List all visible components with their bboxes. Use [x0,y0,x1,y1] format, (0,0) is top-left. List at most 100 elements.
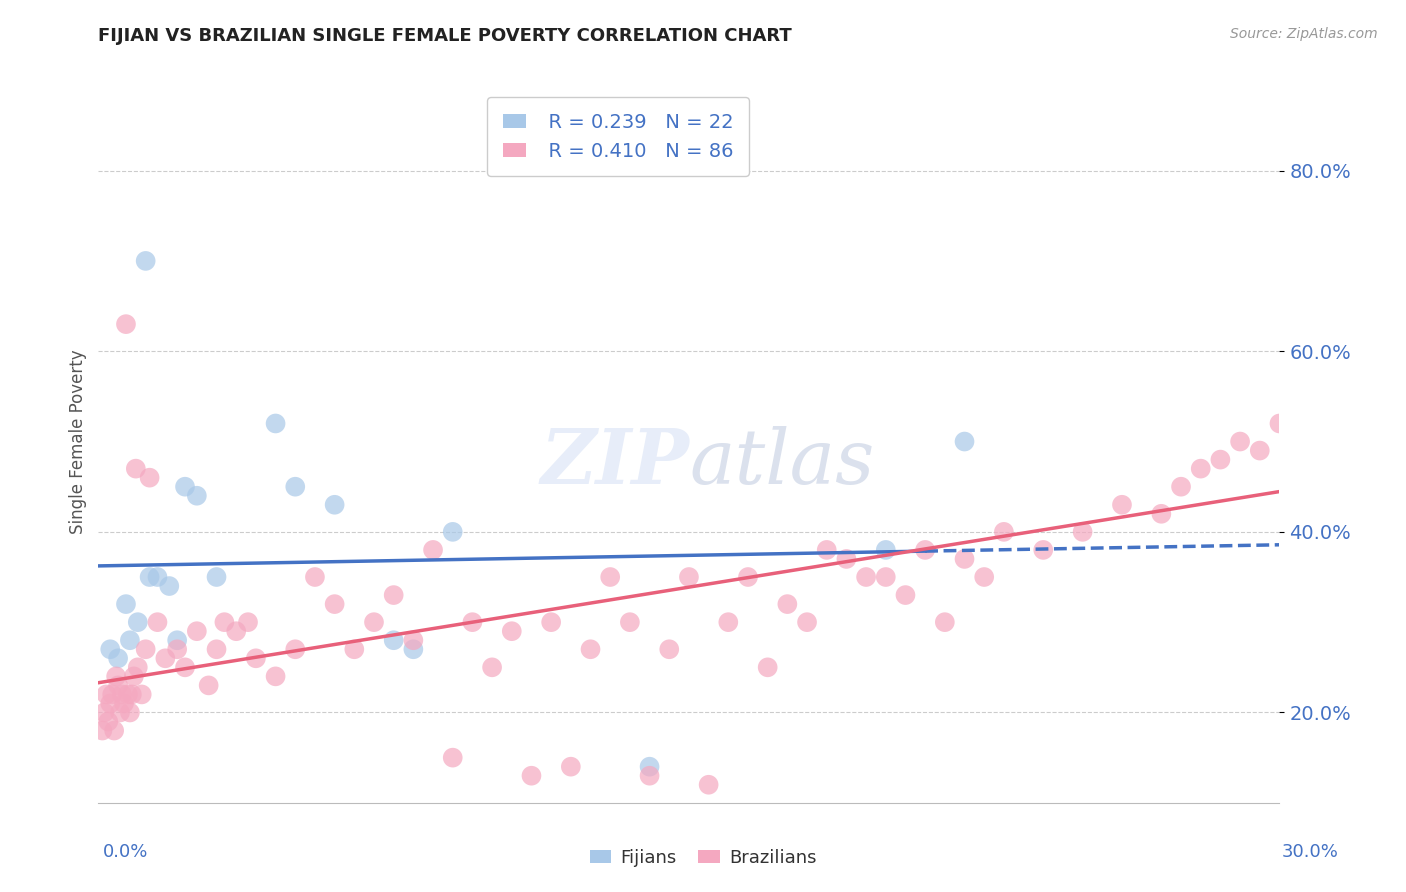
Point [1308,408,1330,422]
Point [481,660,503,674]
Point [236,615,259,630]
Legend: Fijians, Brazilians: Fijians, Brazilians [582,842,824,874]
Point [501,624,523,639]
Point [118,706,141,720]
Point [1209,452,1232,467]
Point [1170,480,1192,494]
Point [953,434,976,449]
Point [382,633,405,648]
Point [835,552,858,566]
Point [343,642,366,657]
Legend:   R = 0.239   N = 22,   R = 0.410   N = 86: R = 0.239 N = 22, R = 0.410 N = 86 [488,97,749,176]
Point [135,642,157,657]
Y-axis label: Single Female Poverty: Single Female Poverty [69,350,87,533]
Point [441,524,464,539]
Point [717,615,740,630]
Point [402,633,425,648]
Point [875,570,897,584]
Point [205,570,228,584]
Text: FIJIAN VS BRAZILIAN SINGLE FEMALE POVERTY CORRELATION CHART: FIJIAN VS BRAZILIAN SINGLE FEMALE POVERT… [98,27,792,45]
Point [914,542,936,557]
Point [121,687,143,701]
Point [973,570,995,584]
Point [108,706,131,720]
Point [93,706,115,720]
Point [117,687,139,701]
Point [894,588,917,602]
Point [697,778,720,792]
Point [197,678,219,692]
Point [599,570,621,584]
Point [658,642,681,657]
Point [186,624,208,639]
Point [737,570,759,584]
Point [756,660,779,674]
Point [174,660,197,674]
Point [953,552,976,566]
Text: Source: ZipAtlas.com: Source: ZipAtlas.com [1230,27,1378,41]
Point [461,615,484,630]
Point [107,651,129,665]
Point [796,615,818,630]
Point [1229,434,1251,449]
Point [422,542,444,557]
Point [1189,461,1212,475]
Point [96,687,118,701]
Point [245,651,267,665]
Point [205,642,228,657]
Point [127,615,149,630]
Point [107,678,129,692]
Point [105,669,128,683]
Point [678,570,700,584]
Point [1268,417,1291,431]
Point [323,498,346,512]
Point [284,480,307,494]
Text: 30.0%: 30.0% [1282,843,1339,861]
Point [1347,389,1369,403]
Point [97,714,120,729]
Point [560,760,582,774]
Point [135,253,157,268]
Point [127,660,149,674]
Point [815,542,838,557]
Point [264,417,287,431]
Point [323,597,346,611]
Point [993,524,1015,539]
Point [304,570,326,584]
Point [146,570,169,584]
Point [1249,443,1271,458]
Point [638,760,661,774]
Point [855,570,877,584]
Point [115,597,138,611]
Point [118,633,141,648]
Point [225,624,247,639]
Point [579,642,602,657]
Point [1327,417,1350,431]
Point [98,642,121,657]
Point [875,542,897,557]
Point [122,669,145,683]
Point [1071,524,1094,539]
Point [441,750,464,764]
Point [186,489,208,503]
Point [402,642,425,657]
Point [1288,425,1310,440]
Point [146,615,169,630]
Point [934,615,956,630]
Point [112,697,135,711]
Point [1032,542,1054,557]
Point [157,579,180,593]
Point [1150,507,1173,521]
Point [1367,398,1389,412]
Point [131,687,153,701]
Point [214,615,236,630]
Point [174,480,197,494]
Point [98,697,121,711]
Point [166,642,188,657]
Point [101,687,124,701]
Point [138,570,160,584]
Point [138,470,160,484]
Point [103,723,125,738]
Point [776,597,799,611]
Point [125,461,148,475]
